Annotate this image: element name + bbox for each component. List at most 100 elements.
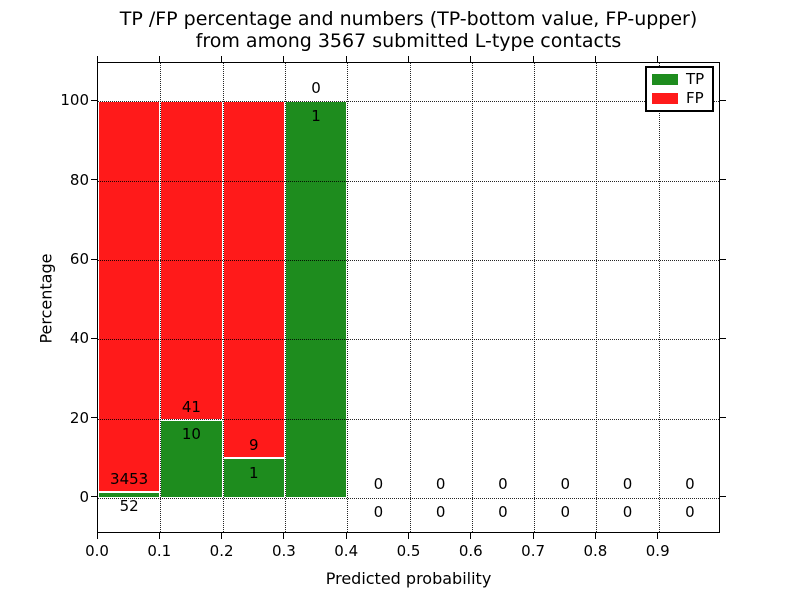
bar-fp: [222, 101, 285, 459]
fp-count-label: 0: [498, 475, 508, 494]
x-tick-bottom: [96, 533, 98, 539]
x-tick-bottom: [470, 533, 472, 539]
x-tick-label: 0.6: [458, 542, 483, 560]
legend: TP FP: [645, 66, 714, 112]
y-tick-left: [91, 99, 97, 101]
x-tick-top: [594, 56, 596, 62]
x-tick-label: 0.4: [334, 542, 359, 560]
gridline-horizontal: [98, 418, 719, 420]
bar-tp: [160, 420, 223, 498]
y-tick-right: [720, 179, 726, 181]
x-tick-top: [408, 56, 409, 62]
chart-title-line1: TP /FP percentage and numbers (TP-bottom…: [119, 8, 698, 30]
y-tick-left: [91, 337, 97, 339]
y-tick-label: 60: [69, 250, 89, 269]
y-axis-label: Percentage: [36, 253, 56, 344]
y-tick-right: [720, 417, 726, 419]
tp-count-label: 52: [119, 497, 139, 516]
y-tick-left: [91, 496, 97, 498]
gridline-vertical: [658, 63, 660, 532]
fp-count-label: 3453: [110, 469, 149, 488]
fp-count-label: 0: [435, 475, 446, 494]
gridline-vertical: [471, 63, 473, 532]
x-tick-label: 0.0: [85, 542, 109, 560]
x-tick-top: [532, 56, 534, 62]
fp-count-label: 0: [622, 475, 633, 494]
fp-count-label: 0: [373, 475, 384, 494]
x-tick-label: 0.8: [583, 542, 608, 560]
y-tick-left: [91, 179, 97, 181]
gridline-horizontal: [98, 497, 719, 499]
chart-title-line2: from among 3567 submitted L-type contact…: [195, 30, 622, 52]
tp-count-label: 0: [435, 503, 446, 522]
x-tick-top: [221, 56, 223, 62]
gridline-vertical: [596, 63, 598, 532]
fp-count-label: 9: [248, 435, 259, 454]
y-tick-label: 0: [79, 487, 89, 506]
gridline-vertical: [347, 63, 349, 532]
x-tick-label: 0.1: [147, 542, 172, 560]
y-tick-label: 40: [69, 329, 89, 348]
tp-color-swatch: [652, 74, 678, 86]
x-tick-top: [470, 56, 472, 62]
x-axis-label: Predicted probability: [325, 569, 492, 588]
x-tick-bottom: [657, 533, 659, 539]
bar-tp: [98, 492, 161, 498]
chart-title: TP /FP percentage and numbers (TP-bottom…: [97, 8, 720, 52]
gridline-vertical: [284, 63, 286, 532]
fp-count-label: 0: [560, 475, 571, 494]
x-tick-bottom: [532, 533, 534, 539]
x-tick-top: [283, 56, 285, 62]
x-tick-top: [158, 56, 160, 62]
x-tick-bottom: [283, 533, 285, 539]
y-tick-left: [91, 258, 97, 260]
x-tick-top: [657, 56, 659, 62]
x-tick-label: 0.2: [209, 542, 234, 560]
x-tick-bottom: [408, 533, 409, 539]
tp-count-label: 0: [685, 503, 695, 522]
x-tick-bottom: [158, 533, 160, 539]
x-tick-label: 0.9: [645, 542, 670, 560]
tp-count-label: 1: [248, 463, 259, 482]
y-tick-label: 80: [69, 170, 89, 189]
tp-count-label: 10: [181, 425, 201, 444]
y-tick-label: 20: [69, 408, 89, 427]
y-tick-left: [91, 417, 97, 419]
gridline-vertical: [409, 63, 411, 532]
y-tick-right: [720, 337, 726, 339]
tp-count-label: 0: [622, 503, 633, 522]
legend-item-tp: TP: [652, 72, 707, 87]
gridline-horizontal: [98, 101, 719, 103]
x-tick-label: 0.7: [521, 542, 546, 560]
x-tick-label: 0.3: [271, 542, 296, 560]
gridline-horizontal: [98, 180, 719, 182]
x-tick-bottom: [221, 533, 223, 539]
x-tick-top: [345, 56, 347, 62]
x-tick-bottom: [594, 533, 596, 539]
x-tick-label: 0.5: [396, 542, 421, 560]
legend-label-tp: TP: [686, 70, 705, 89]
tp-count-label: 0: [498, 503, 508, 522]
fp-count-label: 0: [685, 475, 695, 494]
gridline-horizontal: [98, 260, 719, 262]
tp-count-label: 1: [311, 106, 321, 125]
legend-label-fp: FP: [686, 88, 704, 107]
fp-count-label: 0: [311, 78, 321, 97]
x-tick-bottom: [345, 533, 347, 539]
y-tick-right: [720, 99, 726, 101]
tp-count-label: 0: [560, 503, 571, 522]
fp-count-label: 41: [181, 397, 201, 416]
gridline-vertical: [534, 63, 536, 532]
fp-color-swatch: [652, 92, 678, 104]
plot-area: 3453 52 41 10 9 1 0 1 0 0 0 0 0 0 0 0 0 0 0 0: [97, 62, 720, 533]
gridline-vertical: [222, 63, 224, 532]
gridline-vertical: [160, 63, 162, 532]
gridline-horizontal: [98, 339, 719, 341]
bar-fp: [98, 101, 161, 493]
y-tick-right: [720, 258, 726, 260]
bar-tp: [222, 458, 285, 498]
x-tick-top: [96, 56, 98, 62]
y-tick-label: 100: [60, 91, 89, 110]
tp-count-label: 0: [373, 503, 384, 522]
